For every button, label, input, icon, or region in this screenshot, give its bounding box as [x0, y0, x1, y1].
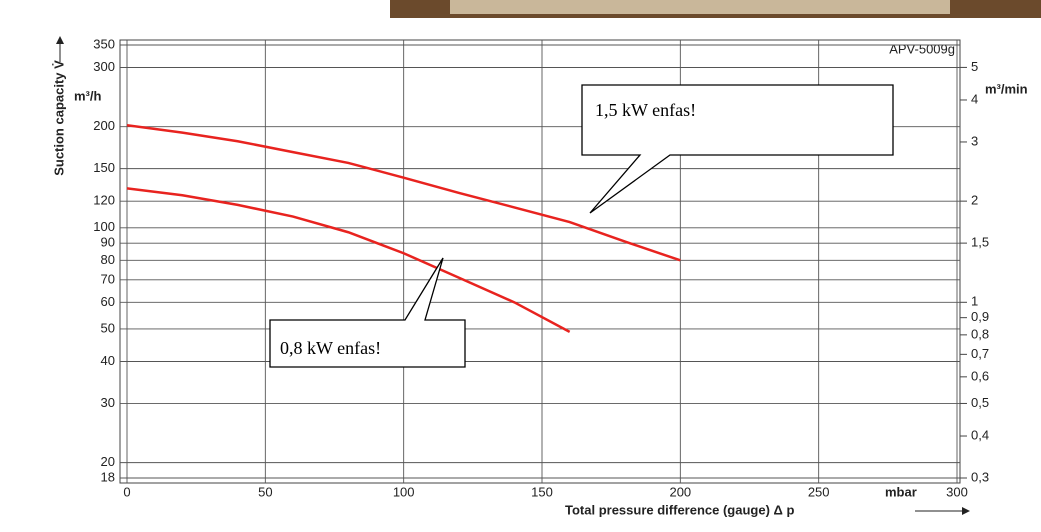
y2-tick-label: 0,6 [971, 368, 989, 383]
y-tick-label: 40 [101, 353, 115, 368]
x-tick-label: 0 [123, 484, 130, 499]
curve [126, 123, 681, 262]
photo-strip-light [450, 0, 950, 14]
y2-tick-label: 0,4 [971, 427, 989, 442]
y-tick-label: 300 [93, 59, 115, 74]
y2-tick-label: 0,9 [971, 309, 989, 324]
y-tick-label: 60 [101, 294, 115, 309]
y-tick-label: 70 [101, 271, 115, 286]
callout-text: 1,5 kW enfas! [595, 100, 696, 120]
y2-tick-label: 2 [971, 193, 978, 208]
y-tick-label: 350 [93, 36, 115, 51]
y2-tick-label: 1 [971, 294, 978, 309]
curve [126, 187, 571, 333]
y-tick-label: 20 [101, 454, 115, 469]
y-tick-label: 120 [93, 193, 115, 208]
plot-frame [119, 39, 961, 484]
x-tick-label: 150 [531, 484, 553, 499]
y-arrow-head [56, 36, 64, 44]
x-axis-label: Total pressure difference (gauge) Δ p [565, 502, 794, 517]
y2-tick-label: 0,3 [971, 469, 989, 484]
code-label: APV-5009g [889, 41, 955, 56]
x-tick-label: 100 [393, 484, 415, 499]
callout-box [581, 84, 894, 214]
y-unit: m³/h [74, 88, 102, 103]
y-tick-label: 200 [93, 118, 115, 133]
y2-tick-label: 0,5 [971, 395, 989, 410]
y-tick-label: 18 [101, 469, 115, 484]
y-tick-label: 50 [101, 320, 115, 335]
y-tick-label: 80 [101, 252, 115, 267]
y2-tick-label: 0,7 [971, 346, 989, 361]
y-axis-label: Suction capacity V̇ [51, 60, 66, 176]
x-unit: mbar [885, 484, 917, 499]
y2-tick-label: 3 [971, 133, 978, 148]
y-tick-label: 150 [93, 160, 115, 175]
callout-text: 0,8 kW enfas! [280, 338, 381, 358]
callout-box [269, 257, 466, 368]
y-tick-label: 100 [93, 219, 115, 234]
x-tick-label: 300 [946, 484, 968, 499]
y-tick-label: 30 [101, 395, 115, 410]
y2-tick-label: 1,5 [971, 235, 989, 250]
x-tick-label: 250 [808, 484, 830, 499]
y2-tick-label: 5 [971, 59, 978, 74]
y2-tick-label: 0,8 [971, 326, 989, 341]
y2-unit: m³/min [985, 81, 1028, 96]
y2-tick-label: 4 [971, 91, 978, 106]
y-tick-label: 90 [101, 235, 115, 250]
x-tick-label: 50 [258, 484, 272, 499]
x-arrow-head [962, 507, 970, 515]
x-tick-label: 200 [669, 484, 691, 499]
